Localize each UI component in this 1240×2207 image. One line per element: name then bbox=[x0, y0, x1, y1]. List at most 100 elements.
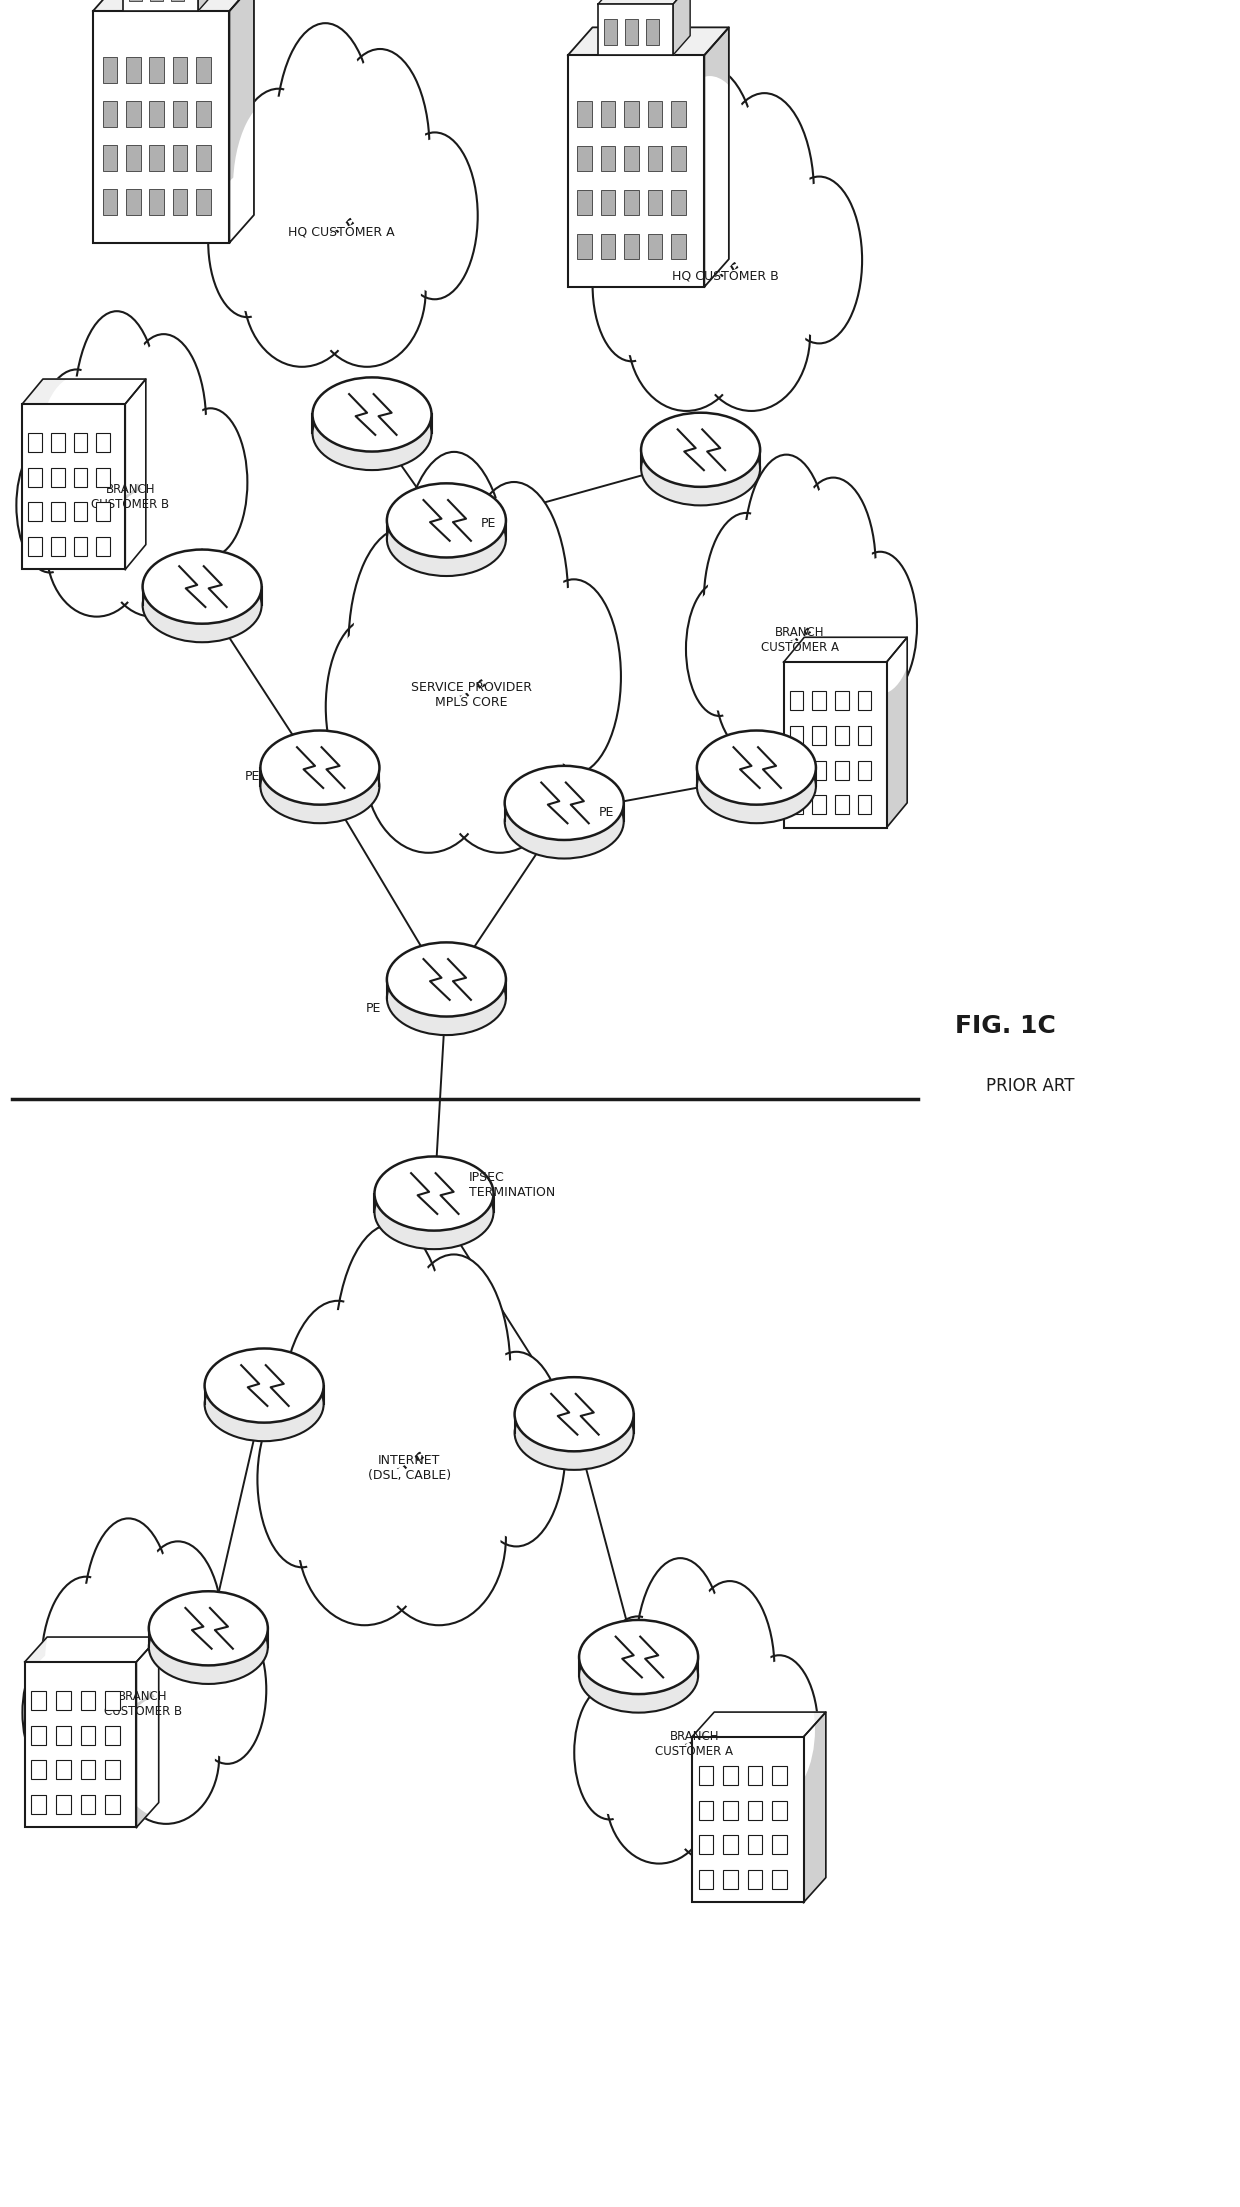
Text: BRANCH
CUSTOMER A: BRANCH CUSTOMER A bbox=[761, 627, 838, 653]
Polygon shape bbox=[31, 1726, 46, 1744]
Polygon shape bbox=[812, 795, 826, 814]
Polygon shape bbox=[56, 1761, 71, 1779]
Polygon shape bbox=[598, 4, 673, 55]
Polygon shape bbox=[150, 57, 164, 84]
Polygon shape bbox=[103, 102, 117, 126]
Ellipse shape bbox=[348, 527, 456, 759]
Polygon shape bbox=[578, 234, 591, 258]
Ellipse shape bbox=[665, 1730, 771, 1863]
Polygon shape bbox=[97, 503, 110, 521]
Polygon shape bbox=[74, 433, 87, 452]
Polygon shape bbox=[858, 726, 872, 744]
Polygon shape bbox=[790, 761, 804, 779]
Polygon shape bbox=[31, 1761, 46, 1779]
Ellipse shape bbox=[744, 1662, 815, 1799]
Polygon shape bbox=[790, 795, 804, 814]
Ellipse shape bbox=[531, 587, 618, 766]
Ellipse shape bbox=[248, 223, 356, 360]
Ellipse shape bbox=[593, 1616, 683, 1792]
Ellipse shape bbox=[51, 488, 143, 611]
Polygon shape bbox=[723, 1801, 738, 1819]
Ellipse shape bbox=[149, 1609, 268, 1684]
Text: PE: PE bbox=[366, 1002, 381, 1015]
Polygon shape bbox=[578, 102, 591, 128]
Polygon shape bbox=[97, 468, 110, 488]
Ellipse shape bbox=[370, 684, 487, 845]
Polygon shape bbox=[126, 190, 140, 214]
Ellipse shape bbox=[260, 748, 379, 823]
Ellipse shape bbox=[377, 1457, 501, 1618]
Polygon shape bbox=[93, 11, 229, 243]
Ellipse shape bbox=[174, 408, 248, 556]
Ellipse shape bbox=[143, 550, 262, 625]
Ellipse shape bbox=[670, 1735, 766, 1858]
Polygon shape bbox=[647, 146, 662, 172]
Ellipse shape bbox=[78, 320, 156, 497]
Polygon shape bbox=[646, 20, 658, 44]
Ellipse shape bbox=[396, 139, 474, 294]
Polygon shape bbox=[25, 1638, 159, 1662]
Ellipse shape bbox=[636, 1558, 725, 1752]
Ellipse shape bbox=[233, 97, 324, 280]
Ellipse shape bbox=[846, 558, 914, 695]
Polygon shape bbox=[56, 1691, 71, 1710]
Ellipse shape bbox=[37, 377, 115, 539]
Ellipse shape bbox=[593, 210, 671, 362]
Text: PRIOR ART: PRIOR ART bbox=[986, 1077, 1074, 1095]
Polygon shape bbox=[723, 1869, 738, 1889]
Polygon shape bbox=[858, 761, 872, 779]
Ellipse shape bbox=[387, 942, 506, 1017]
Ellipse shape bbox=[113, 1691, 219, 1823]
Polygon shape bbox=[97, 433, 110, 452]
Text: SERVICE PROVIDER
MPLS CORE: SERVICE PROVIDER MPLS CORE bbox=[410, 682, 532, 708]
Polygon shape bbox=[126, 146, 140, 170]
Ellipse shape bbox=[404, 461, 503, 697]
Polygon shape bbox=[97, 536, 110, 556]
Ellipse shape bbox=[387, 501, 506, 576]
Ellipse shape bbox=[125, 342, 202, 503]
Text: BRANCH
CUSTOMER B: BRANCH CUSTOMER B bbox=[91, 483, 170, 510]
Ellipse shape bbox=[83, 1518, 174, 1713]
Polygon shape bbox=[568, 26, 729, 55]
Ellipse shape bbox=[771, 627, 873, 759]
Polygon shape bbox=[150, 102, 164, 126]
Polygon shape bbox=[172, 102, 187, 126]
Ellipse shape bbox=[387, 483, 506, 558]
Polygon shape bbox=[150, 146, 164, 170]
Polygon shape bbox=[673, 0, 691, 55]
Polygon shape bbox=[196, 57, 211, 84]
Ellipse shape bbox=[776, 631, 868, 755]
Polygon shape bbox=[625, 146, 639, 172]
Polygon shape bbox=[81, 1691, 95, 1710]
Polygon shape bbox=[29, 503, 42, 521]
Polygon shape bbox=[601, 102, 615, 128]
Polygon shape bbox=[748, 1869, 763, 1889]
Polygon shape bbox=[671, 190, 686, 214]
Polygon shape bbox=[671, 102, 686, 128]
Ellipse shape bbox=[791, 477, 875, 653]
Polygon shape bbox=[790, 726, 804, 744]
Ellipse shape bbox=[595, 216, 667, 355]
Text: BRANCH
CUSTOMER B: BRANCH CUSTOMER B bbox=[103, 1691, 182, 1717]
Text: HQ CUSTOMER A: HQ CUSTOMER A bbox=[288, 225, 394, 238]
Ellipse shape bbox=[260, 1399, 343, 1560]
Text: HQ CUSTOMER B: HQ CUSTOMER B bbox=[672, 269, 779, 282]
Polygon shape bbox=[196, 190, 211, 214]
Ellipse shape bbox=[149, 1591, 268, 1666]
Polygon shape bbox=[887, 638, 908, 828]
Ellipse shape bbox=[372, 1450, 506, 1624]
Polygon shape bbox=[31, 1794, 46, 1814]
Polygon shape bbox=[836, 795, 848, 814]
Ellipse shape bbox=[335, 1225, 448, 1479]
Text: PE: PE bbox=[481, 516, 496, 530]
Ellipse shape bbox=[505, 783, 624, 859]
Polygon shape bbox=[229, 0, 254, 243]
Ellipse shape bbox=[188, 1616, 267, 1763]
Polygon shape bbox=[698, 1801, 713, 1819]
Ellipse shape bbox=[277, 22, 374, 243]
Ellipse shape bbox=[335, 57, 425, 241]
Ellipse shape bbox=[471, 1360, 562, 1538]
Ellipse shape bbox=[229, 88, 327, 287]
Polygon shape bbox=[196, 146, 211, 170]
Ellipse shape bbox=[331, 49, 429, 247]
